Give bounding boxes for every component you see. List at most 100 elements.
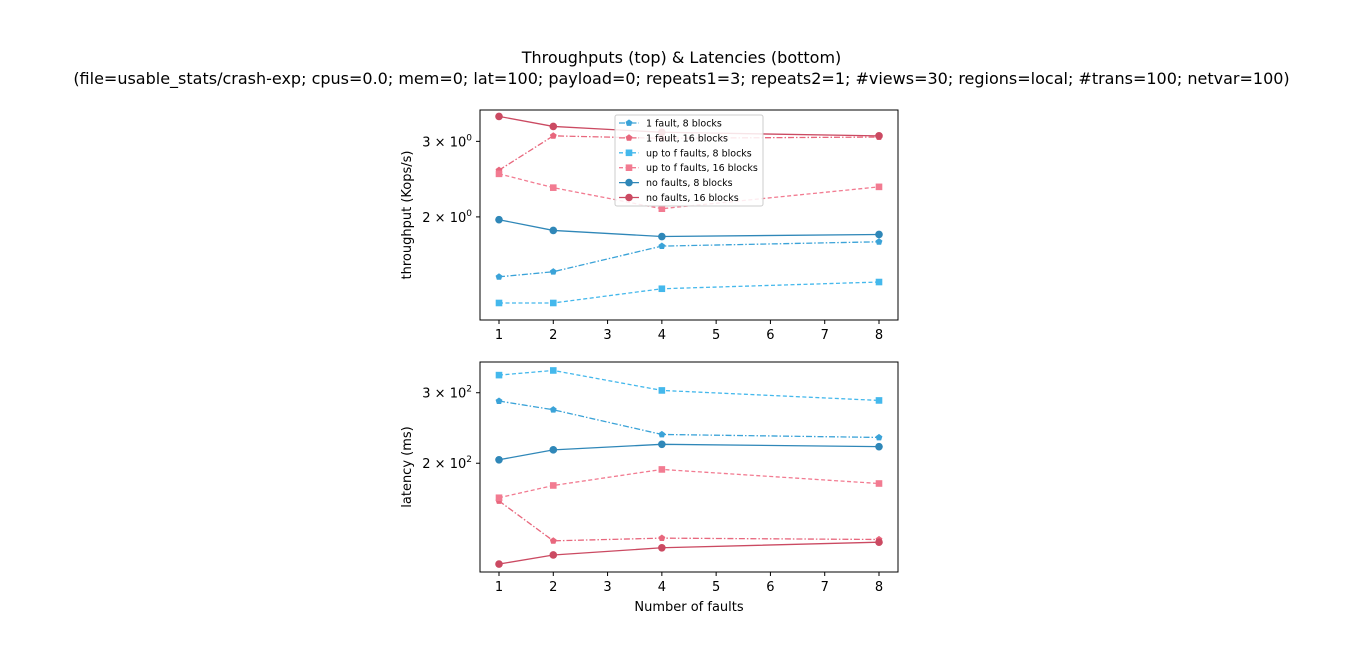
data-point	[549, 268, 557, 275]
data-point	[658, 387, 666, 394]
series-line	[498, 400, 880, 439]
y-tick-base: 2 × 10	[422, 457, 466, 472]
legend-marker	[625, 164, 633, 171]
legend-frame	[614, 114, 764, 207]
series-line	[499, 281, 880, 304]
y-tick-label: 2 × 100	[422, 209, 472, 226]
x-tick-label: 8	[875, 580, 883, 595]
data-point	[495, 273, 503, 280]
y-tick-exponent: 0	[466, 133, 472, 143]
data-point	[658, 466, 666, 473]
legend-label: 1 fault, 16 blocks	[646, 133, 728, 144]
legend: 1 fault, 8 blocks 1 fault, 16 blocks up to…	[614, 114, 764, 207]
series-line	[498, 241, 880, 278]
data-point	[495, 371, 503, 379]
legend-marker	[625, 149, 633, 157]
series-line	[498, 219, 880, 238]
top-axes-frame	[479, 109, 899, 321]
series-line	[498, 369, 880, 402]
data-point	[875, 230, 883, 239]
data-point	[549, 184, 557, 191]
data-point	[549, 367, 557, 374]
legend-label: 1 fault, 8 blocks	[646, 119, 722, 130]
x-tick-label: 4	[658, 328, 666, 343]
series-line	[498, 500, 880, 542]
series-line	[498, 443, 880, 461]
x-tick-label: 2	[549, 580, 557, 595]
data-point	[875, 480, 883, 487]
data-point	[875, 183, 883, 191]
x-tick-label: 8	[875, 328, 883, 343]
series-line	[498, 468, 880, 499]
y-tick-exponent: 2	[466, 385, 472, 395]
y-tick-label: 2 × 102	[422, 455, 472, 472]
y-tick-exponent: 0	[466, 209, 472, 219]
legend-label: no faults, 8 blocks	[646, 178, 733, 189]
y-tick-label: 3 × 100	[422, 133, 472, 150]
legend-label: up to f faults, 16 blocks	[646, 163, 758, 174]
data-point	[658, 285, 666, 293]
data-point	[549, 226, 558, 235]
data-point	[495, 494, 503, 502]
legend-label: up to f faults, 8 blocks	[646, 148, 752, 159]
data-point	[658, 543, 666, 552]
series-line	[498, 135, 880, 171]
data-point	[495, 215, 503, 224]
x-tick-label: 6	[766, 580, 774, 595]
y-tick-exponent: 2	[466, 455, 472, 465]
data-point	[495, 455, 503, 464]
legend-marker	[625, 134, 633, 141]
y-tick-base: 3 × 10	[422, 135, 466, 150]
data-point	[495, 170, 503, 178]
data-point	[549, 122, 558, 131]
bottom-axes-frame	[479, 361, 899, 573]
data-point	[495, 560, 503, 568]
x-tick-label: 1	[495, 328, 503, 343]
data-point	[495, 299, 503, 307]
y-axis-label: latency (ms)	[400, 426, 415, 507]
x-axis-label: Number of faults	[634, 600, 744, 615]
data-point	[549, 537, 557, 544]
y-tick-label: 3 × 102	[422, 385, 472, 402]
data-point	[549, 482, 557, 489]
series-line	[498, 541, 880, 565]
data-point	[658, 205, 666, 213]
x-tick-label: 7	[821, 580, 829, 595]
data-point	[875, 278, 883, 286]
data-point	[549, 446, 558, 454]
data-point	[875, 132, 883, 140]
data-point	[549, 299, 557, 307]
legend-marker	[625, 178, 633, 187]
data-point	[875, 442, 883, 451]
data-point	[875, 433, 883, 441]
series-line	[498, 115, 880, 137]
y-axis-label: throughput (Kops/s)	[400, 151, 415, 280]
data-point	[658, 430, 666, 438]
figure-title: Throughputs (top) & Latencies (bottom)	[521, 48, 842, 67]
data-point	[658, 440, 666, 449]
data-point	[495, 112, 503, 121]
data-point	[495, 397, 503, 404]
data-point	[875, 238, 883, 245]
y-tick-base: 2 × 10	[422, 211, 466, 226]
y-tick-base: 3 × 10	[422, 387, 466, 402]
x-tick-label: 6	[766, 328, 774, 343]
x-tick-label: 5	[712, 580, 720, 595]
data-point	[549, 406, 557, 413]
legend-label: no faults, 16 blocks	[646, 193, 739, 204]
data-point	[549, 551, 558, 559]
x-tick-label: 3	[603, 328, 611, 343]
data-point	[658, 242, 666, 249]
data-point	[875, 538, 883, 547]
x-tick-label: 1	[495, 580, 503, 595]
x-tick-label: 7	[821, 328, 829, 343]
data-point	[658, 232, 666, 241]
x-tick-label: 5	[712, 328, 720, 343]
x-tick-label: 3	[603, 580, 611, 595]
x-tick-label: 2	[549, 328, 557, 343]
legend-marker	[625, 193, 633, 202]
